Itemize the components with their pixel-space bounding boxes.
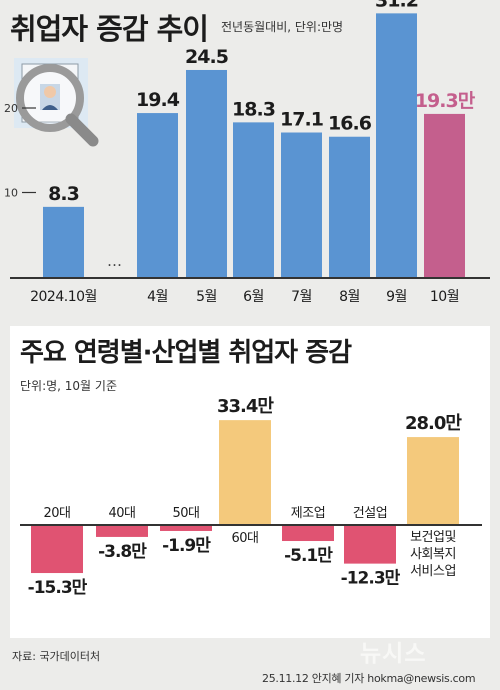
bar	[186, 69, 227, 277]
breakdown-bar-chart: 20대 -15.3만 40대 -3.8만 50대 -1.9만 33.4만 60대 제조업 -5.1…	[20, 396, 482, 598]
category-label: 제조업	[291, 506, 325, 521]
breakdown-panel: 주요 연령별·산업별 취업자 증감 단위:명, 10월 기준 20대 -15.3만…	[10, 326, 490, 638]
bar	[282, 525, 334, 542]
bar	[407, 437, 459, 525]
value-label: -5.1만	[284, 546, 333, 566]
bar	[424, 113, 465, 277]
category-label: 건설업	[353, 506, 387, 521]
bar	[219, 420, 271, 525]
value-label: 24.5	[185, 46, 228, 68]
category-label: 2024.10월	[30, 289, 97, 305]
page-title: 취업자 증감 추이	[10, 12, 209, 46]
x-axis-line	[10, 277, 490, 279]
bar	[329, 136, 370, 277]
bar	[376, 13, 417, 278]
value-label: 19.3만	[415, 90, 476, 112]
category-label: 6월	[243, 289, 264, 305]
bar	[233, 122, 274, 278]
value-label: -1.9만	[162, 536, 211, 556]
y-tick-label: 20	[4, 102, 18, 115]
source-note: 자료: 국가데이터처	[12, 650, 101, 663]
value-label: 16.6	[328, 113, 372, 135]
bar	[96, 525, 148, 537]
category-label: 10월	[430, 289, 459, 305]
newsis-logo: 뉴시스	[360, 641, 427, 667]
zero-axis-line	[20, 524, 482, 526]
breakdown-title: 주요 연령별·산업별 취업자 증감	[20, 338, 352, 368]
category-label: 서비스업	[410, 564, 456, 579]
value-label: -15.3만	[28, 578, 88, 598]
category-label: 5월	[196, 289, 217, 305]
category-label: 7월	[291, 289, 312, 305]
category-label: 50대	[172, 506, 199, 521]
value-label: -12.3만	[341, 569, 401, 589]
value-label: 31.2	[375, 0, 418, 11]
bar	[344, 525, 396, 564]
value-label: 28.0만	[405, 413, 462, 434]
category-label: 8월	[339, 289, 360, 305]
bar	[137, 113, 178, 277]
bar	[43, 206, 84, 277]
value-label: -3.8만	[98, 542, 147, 562]
bar	[31, 525, 83, 574]
category-label: 40대	[108, 506, 135, 521]
value-label: 17.1	[280, 109, 323, 131]
bar	[160, 525, 212, 531]
bar	[281, 132, 322, 277]
value-label: 19.4	[136, 89, 180, 111]
category-label: 사회복지	[410, 547, 456, 562]
category-label: 보건업및	[410, 530, 456, 545]
y-tick-label: 10	[4, 187, 18, 200]
ellipsis-mark: …	[107, 252, 122, 270]
value-label: 8.3	[48, 183, 79, 205]
category-label: 4월	[147, 289, 168, 305]
breakdown-unit-note: 단위:명, 10월 기준	[20, 379, 117, 393]
magnifier-icon	[14, 58, 99, 147]
category-label: 9월	[386, 289, 407, 305]
value-label: 18.3	[232, 98, 275, 120]
category-label: 60대	[231, 531, 258, 546]
value-label: 33.4만	[217, 396, 274, 417]
unit-note: 전년동월대비, 단위:만명	[221, 20, 344, 34]
credit-line: 25.11.12 안지혜 기자 hokma@newsis.com	[262, 672, 476, 685]
category-label: 20대	[43, 506, 70, 521]
